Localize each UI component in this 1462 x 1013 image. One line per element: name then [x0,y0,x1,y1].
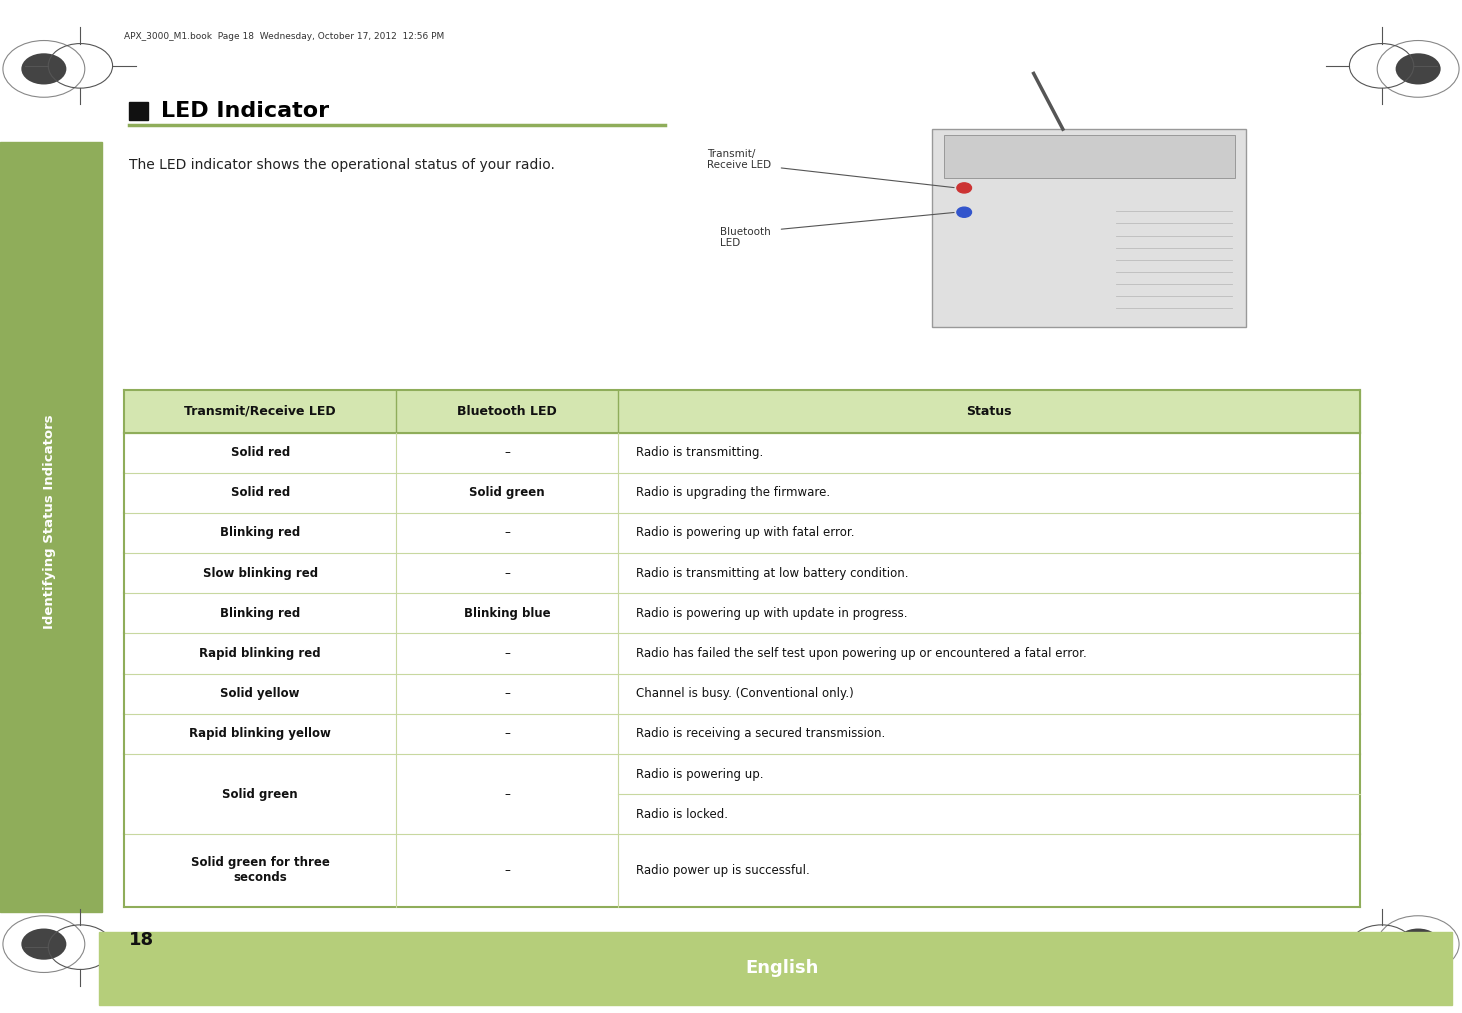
Text: Solid red: Solid red [231,446,289,459]
Text: 18: 18 [129,931,154,949]
Bar [124,553,1360,594]
Bar [124,754,1360,835]
Text: Radio power up is successful.: Radio power up is successful. [636,864,810,877]
Text: Radio is receiving a secured transmission.: Radio is receiving a secured transmissio… [636,727,885,741]
Text: –: – [504,527,510,540]
Bar [124,390,1360,433]
Text: Channel is busy. (Conventional only.): Channel is busy. (Conventional only.) [636,687,854,700]
Bar [124,594,1360,633]
Text: –: – [504,446,510,459]
Bar [944,135,1234,178]
Text: Radio is powering up.: Radio is powering up. [636,768,763,781]
Text: –: – [504,566,510,579]
Circle shape [22,929,66,959]
Text: Transmit/
Receive LED: Transmit/ Receive LED [708,149,772,170]
Text: –: – [504,727,510,741]
Bar [124,513,1360,553]
Bar [124,473,1360,513]
Bar [99,932,1452,1005]
Text: Blinking red: Blinking red [221,607,300,620]
Text: LED Indicator: LED Indicator [161,101,329,121]
Text: English: English [746,959,819,978]
Text: The LED indicator shows the operational status of your radio.: The LED indicator shows the operational … [129,158,554,172]
Circle shape [956,207,971,217]
Text: Blinking blue: Blinking blue [463,607,551,620]
Text: APX_3000_M1.book  Page 18  Wednesday, October 17, 2012  12:56 PM: APX_3000_M1.book Page 18 Wednesday, Octo… [124,32,444,42]
Bar [124,433,1360,473]
Text: Solid green for three
seconds: Solid green for three seconds [190,856,329,884]
Circle shape [22,54,66,84]
Text: Radio has failed the self test upon powering up or encountered a fatal error.: Radio has failed the self test upon powe… [636,647,1086,660]
Text: –: – [504,788,510,800]
Bar [124,674,1360,714]
Bar [124,835,1360,907]
Text: Status: Status [966,405,1012,417]
Text: –: – [504,687,510,700]
Text: –: – [504,864,510,877]
Text: Solid yellow: Solid yellow [221,687,300,700]
Text: Solid red: Solid red [231,486,289,499]
Text: Radio is transmitting at low battery condition.: Radio is transmitting at low battery con… [636,566,908,579]
Text: Rapid blinking red: Rapid blinking red [199,647,322,660]
Text: Solid green: Solid green [222,788,298,800]
Bar [933,129,1246,326]
Text: Blinking red: Blinking red [221,527,300,540]
Text: Radio is locked.: Radio is locked. [636,807,728,821]
Text: Bluetooth
LED: Bluetooth LED [721,227,772,248]
Bar [0,142,102,912]
Circle shape [956,182,971,192]
Text: Radio is powering up with fatal error.: Radio is powering up with fatal error. [636,527,854,540]
Text: Radio is powering up with update in progress.: Radio is powering up with update in prog… [636,607,908,620]
Text: Solid green: Solid green [469,486,545,499]
Text: Radio is transmitting.: Radio is transmitting. [636,446,763,459]
Circle shape [1396,929,1440,959]
Bar [124,714,1360,754]
Bar [124,633,1360,674]
Bar [129,102,148,120]
Text: Identifying Status Indicators: Identifying Status Indicators [44,414,56,629]
Circle shape [1396,54,1440,84]
Text: Rapid blinking yellow: Rapid blinking yellow [189,727,330,741]
Text: Bluetooth LED: Bluetooth LED [458,405,557,417]
Text: Radio is upgrading the firmware.: Radio is upgrading the firmware. [636,486,830,499]
Text: Slow blinking red: Slow blinking red [203,566,317,579]
Text: Transmit/Receive LED: Transmit/Receive LED [184,405,336,417]
Text: –: – [504,647,510,660]
